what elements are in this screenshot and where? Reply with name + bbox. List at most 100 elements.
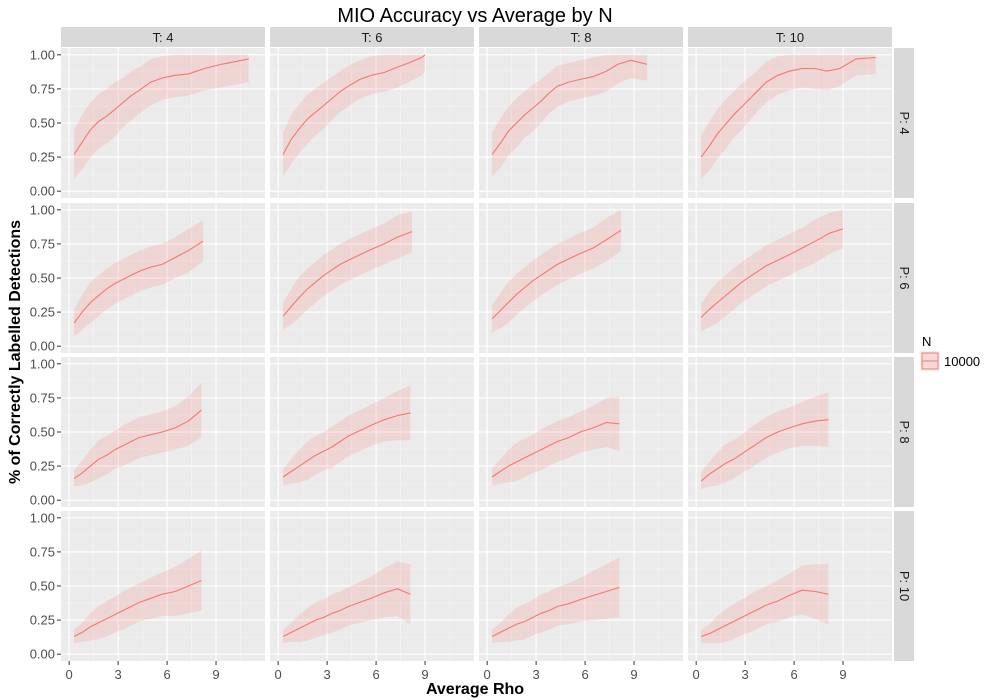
panel-r3-c2 [270,357,474,507]
x-tick-label: 0 [275,667,282,682]
series-line [700,589,829,638]
y-tick-label: 0.00 [30,493,55,508]
y-tick-label: 0.25 [30,305,55,320]
x-tick-label: 6 [372,667,379,682]
panel-r1-c3 [479,48,683,198]
series-line [491,421,620,478]
series-10000-r1-c2 [282,54,426,177]
series-line [73,58,249,155]
panel-r2-c2 [270,203,474,353]
y-tick-label: 0.00 [30,647,55,662]
column-strip-label: T: 10 [776,30,804,45]
column-strip [61,27,265,47]
column-strip [688,27,892,47]
panel-r1-c1 [61,48,265,198]
x-axis: 0 3 6 9 0 3 6 9 0 3 6 9 0 3 6 9 [66,661,847,682]
panel-r4-c2 [270,511,474,661]
y-tick-label: 0.50 [30,271,55,286]
x-tick-label: 0 [484,667,491,682]
y-tick-label: 0.25 [30,613,55,628]
series-10000-r2-c1 [73,220,204,337]
panel-r4-c1 [61,511,265,661]
x-tick-label: 3 [115,667,122,682]
y-tick-label: 0.75 [30,544,55,559]
series-line [700,228,844,318]
y-tick-label: 0.75 [30,81,55,96]
series-10000-r4-c1 [73,550,202,644]
row-strip [894,511,914,661]
panel-r4-c3 [479,511,683,661]
x-tick-label: 6 [163,667,170,682]
series-line [491,59,648,155]
row-strip [894,203,914,353]
y-axes: 0.00 0.25 0.50 0.75 1.00 0.00 0.25 0.50 0.75 1.00… [30,47,61,662]
series-10000-r2-c3 [491,209,622,333]
series-10000-r2-c2 [282,211,413,330]
confidence-ribbon [74,54,249,179]
confidence-ribbon [492,209,621,333]
series-line [700,56,876,158]
panel-r2-c1 [61,203,265,353]
x-tick-label: 3 [742,667,749,682]
series-10000-r3-c4 [700,392,829,490]
column-strip-label: T: 4 [153,30,174,45]
panel-r2-c4 [688,203,892,353]
x-tick-label: 6 [790,667,797,682]
legend: N 10000 [920,334,980,371]
y-tick-label: 0.75 [30,390,55,405]
series-10000-r1-c3 [491,54,648,177]
x-tick-label: 9 [212,667,219,682]
confidence-ribbon [283,561,411,644]
confidence-ribbon [283,211,412,330]
row-strip-label: P: 8 [897,420,912,443]
column-strip-label: T: 8 [571,30,592,45]
column-strips: T: 4 T: 6 T: 8 T: 10 [61,27,892,47]
x-tick-label: 9 [839,667,846,682]
y-tick-label: 0.50 [30,116,55,131]
x-tick-label: 3 [324,667,331,682]
column-strip [270,27,474,47]
x-tick-label: 0 [693,667,700,682]
y-tick-label: 1.00 [30,510,55,525]
panel-r3-c4 [688,357,892,507]
row-strip [894,48,914,198]
series-10000-r3-c1 [73,382,202,487]
confidence-ribbon [283,54,425,177]
panel-r2-c3 [479,203,683,353]
x-tick-label: 6 [581,667,588,682]
legend-title: N [922,334,931,349]
panel-r4-c4 [688,511,892,661]
row-strip-label: P: 6 [897,266,912,289]
series-line [282,231,413,317]
series-line [700,419,829,482]
confidence-ribbon [283,385,411,486]
confidence-ribbon [74,220,203,337]
confidence-ribbon [701,209,843,332]
series-line [282,588,411,637]
chart-title: MIO Accuracy vs Average by N [337,5,612,27]
confidence-ribbon [74,382,202,487]
series-10000-r1-c1 [73,54,249,179]
column-strip [479,27,683,47]
row-strips: P: 4 P: 6 P: 8 P: 10 [894,48,914,661]
row-strip-label: P: 4 [897,111,912,134]
y-tick-label: 1.00 [30,202,55,217]
series-line [73,579,202,637]
x-tick-label: 9 [630,667,637,682]
series-10000-r3-c2 [282,385,411,486]
series-10000-r4-c4 [700,564,829,644]
y-tick-label: 1.00 [30,47,55,62]
series-10000-r3-c3 [491,396,620,486]
panel-r1-c4 [688,48,892,198]
series-line [491,586,620,637]
y-axis-title: % of Correctly Labelled Detections [7,220,24,484]
y-tick-label: 1.00 [30,356,55,371]
x-tick-label: 0 [66,667,73,682]
y-tick-label: 0.75 [30,236,55,251]
series-line [491,229,622,320]
series-line [282,412,411,478]
facet-panels [61,48,892,661]
y-tick-label: 0.50 [30,579,55,594]
confidence-ribbon [492,54,648,177]
series-10000-r2-c4 [700,209,844,332]
